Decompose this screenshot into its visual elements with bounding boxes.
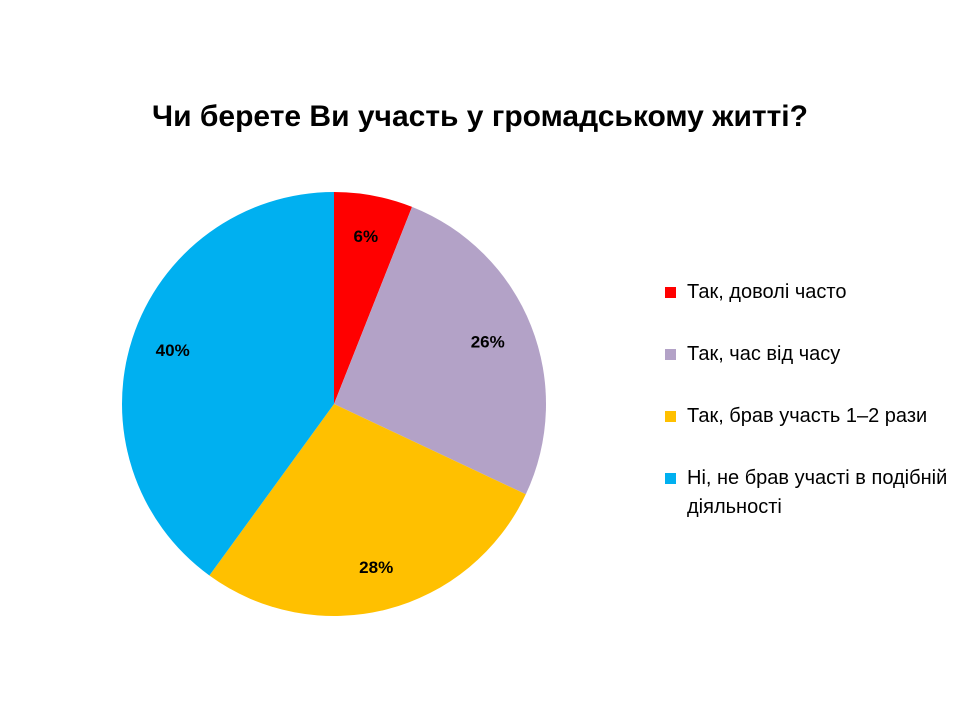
legend-item-never: Ні, не брав участі в подібній діяльності xyxy=(665,464,955,522)
legend-swatch xyxy=(665,287,676,298)
data-label-never: 40% xyxy=(156,341,190,360)
legend-swatch xyxy=(665,349,676,360)
pie-slice-once-or-twice xyxy=(209,404,526,616)
legend-swatch xyxy=(665,473,676,484)
legend-label: Ні, не брав участі в подібній діяльності xyxy=(687,467,948,518)
legend-item-often: Так, доволі часто xyxy=(665,278,955,307)
legend-label: Так, брав участь 1–2 рази xyxy=(687,405,928,427)
chart-title: Чи берете Ви участь у громадському житті… xyxy=(152,100,808,133)
legend: Так, доволі часто Так, час від часу Так,… xyxy=(665,278,955,522)
legend-item-sometimes: Так, час від часу xyxy=(665,340,955,369)
legend-label: Так, доволі часто xyxy=(687,281,847,303)
legend-item-once-or-twice: Так, брав участь 1–2 рази xyxy=(665,402,955,431)
legend-swatch xyxy=(665,411,676,422)
data-label-often: 6% xyxy=(353,227,378,246)
legend-label: Так, час від часу xyxy=(687,343,841,365)
data-label-once-or-twice: 28% xyxy=(359,558,393,577)
pie-slice-never xyxy=(122,192,334,576)
pie-slice-sometimes xyxy=(334,206,547,495)
data-label-sometimes: 26% xyxy=(471,333,505,352)
pie-slice-often xyxy=(334,192,413,404)
